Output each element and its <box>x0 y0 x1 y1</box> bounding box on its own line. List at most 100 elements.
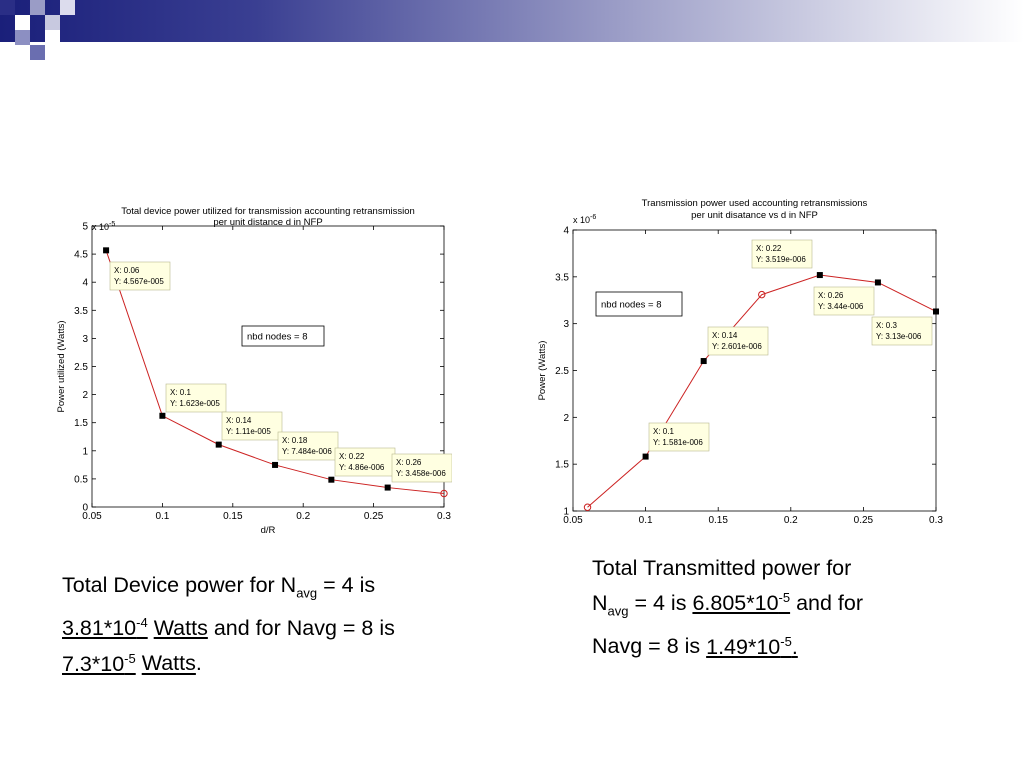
data-point <box>384 484 391 491</box>
x-tick-label: 0.2 <box>784 515 798 526</box>
y-tick-label: 0 <box>82 503 88 514</box>
caption-text: Navg = 8 is <box>592 634 707 659</box>
y-tick-label: 2.5 <box>555 366 569 377</box>
right-caption-line-1: Total Transmitted power for <box>592 556 852 580</box>
datatip-box <box>109 261 171 291</box>
datatip-y: Y: 3.13e-006 <box>876 332 922 341</box>
left-caption-line-3: 7.3*10-5 Watts. <box>62 643 482 678</box>
datatip-x: X: 0.22 <box>756 244 782 253</box>
legend-text: nbd nodes = 8 <box>247 332 307 343</box>
y-tick-label: 1 <box>82 446 88 457</box>
datatip-box <box>165 383 227 413</box>
x-tick-label: 0.25 <box>854 515 874 526</box>
caption-value: 7.3*10-5 <box>62 650 136 676</box>
y-tick-label: 3 <box>563 319 569 330</box>
chart-title: Total device power utilized for transmis… <box>121 206 415 217</box>
x-tick-label: 0.15 <box>223 511 243 522</box>
datatip-x: X: 0.14 <box>226 416 252 425</box>
datatip-x: X: 0.26 <box>818 291 844 300</box>
x-tick-label: 0.3 <box>929 515 943 526</box>
chart-title: per unit disatance vs d in NFP <box>691 210 818 221</box>
data-point <box>159 412 166 419</box>
data-point <box>700 358 707 365</box>
device-power-chart: Total device power utilized for transmis… <box>56 206 452 536</box>
y-axis-label: Power utilized (Watts) <box>56 320 67 412</box>
y-tick-label: 2.5 <box>74 362 88 373</box>
deco-square <box>30 0 45 15</box>
y-tick-label: 3.5 <box>555 272 569 283</box>
caption-number: 1.49*10 <box>706 634 781 659</box>
x-tick-label: 0.3 <box>437 511 451 522</box>
y-tick-label: 3 <box>82 334 88 345</box>
axis-exponent-power: -5 <box>109 221 115 228</box>
caption-value: 3.81*10-4 <box>62 615 148 641</box>
data-point <box>583 503 592 511</box>
chart-title: Transmission power used accounting retra… <box>642 198 868 209</box>
datatip-box <box>707 326 769 356</box>
legend-box <box>241 325 325 347</box>
deco-square <box>15 30 30 45</box>
y-tick-label: 1 <box>563 507 569 518</box>
data-point <box>642 453 649 460</box>
datatip-box <box>221 411 283 441</box>
datatip-x: X: 0.06 <box>114 266 140 275</box>
datatip-x: X: 0.22 <box>339 452 365 461</box>
y-tick-label: 0.5 <box>74 474 88 485</box>
datatip-y: Y: 1.623e-005 <box>170 399 220 408</box>
data-point <box>103 247 110 254</box>
datatip-y: Y: 7.484e-006 <box>282 447 332 456</box>
caption-unit: Watts <box>141 651 196 676</box>
datatip-x: X: 0.14 <box>712 331 738 340</box>
datatip-y: Y: 2.601e-006 <box>712 342 762 351</box>
datatip-y: Y: 3.44e-006 <box>818 302 864 311</box>
left-caption-line-2: 3.81*10-4 Watts and for Navg = 8 is <box>62 608 482 643</box>
right-caption-line-3: Navg = 8 is 1.49*10-5. <box>592 626 992 661</box>
caption-text: N <box>592 591 608 616</box>
deco-square <box>15 15 30 30</box>
chart-title: per unit distance d in NFP <box>213 217 322 228</box>
caption-text: = 4 is <box>317 573 376 597</box>
datatip-box <box>334 447 396 477</box>
caption-number: 3.81*10 <box>62 616 137 641</box>
x-tick-label: 0.25 <box>364 511 384 522</box>
caption-subscript: avg <box>607 603 629 619</box>
caption-number: 7.3*10 <box>62 651 125 676</box>
left-caption-line-1: Total Device power for Navg = 4 is <box>62 570 482 608</box>
axis-exponent-label: x 10-5 <box>92 221 115 232</box>
datatip-y: Y: 4.86e-006 <box>339 463 385 472</box>
datatip-x: X: 0.3 <box>876 321 897 330</box>
left-caption: Total Device power for Navg = 4 is 3.81*… <box>62 570 482 679</box>
caption-text: Total Device power for N <box>62 573 297 597</box>
title-banner <box>0 0 1024 42</box>
data-point <box>933 308 939 315</box>
transmission-power-chart: Transmission power used accounting retra… <box>537 198 943 526</box>
datatip-box <box>277 431 339 461</box>
axis-exponent-power: -6 <box>590 214 596 221</box>
caption-text: and for <box>790 591 864 616</box>
datatip-y: Y: 1.11e-005 <box>226 427 271 436</box>
caption-superscript: -5 <box>124 650 136 666</box>
data-point <box>215 441 222 448</box>
datatip-x: X: 0.26 <box>396 458 422 467</box>
datatip-box <box>751 239 813 269</box>
y-tick-label: 3.5 <box>74 306 88 317</box>
datatip-y: Y: 3.519e-006 <box>756 255 806 264</box>
right-chart-panel: Transmission power used accounting retra… <box>532 193 952 533</box>
datatip-y: Y: 3.458e-006 <box>396 469 446 478</box>
x-tick-label: 0.05 <box>563 515 583 526</box>
y-tick-label: 2 <box>82 390 88 401</box>
y-tick-label: 4.5 <box>74 250 88 261</box>
y-tick-label: 4 <box>563 226 569 237</box>
y-tick-label: 1.5 <box>74 418 88 429</box>
x-axis-label: d/R <box>261 525 276 536</box>
caption-number: 6.805*10 <box>692 591 779 616</box>
data-point <box>758 290 766 299</box>
caption-text: . <box>195 651 202 676</box>
caption-text: = 4 is <box>628 591 693 616</box>
data-point <box>272 461 279 468</box>
left-chart-panel: Total device power utilized for transmis… <box>52 198 452 543</box>
datatip-box <box>871 316 933 346</box>
caption-unit: Watts <box>153 616 208 641</box>
data-point <box>874 279 881 286</box>
caption-text: and for Navg = 8 is <box>207 616 395 641</box>
